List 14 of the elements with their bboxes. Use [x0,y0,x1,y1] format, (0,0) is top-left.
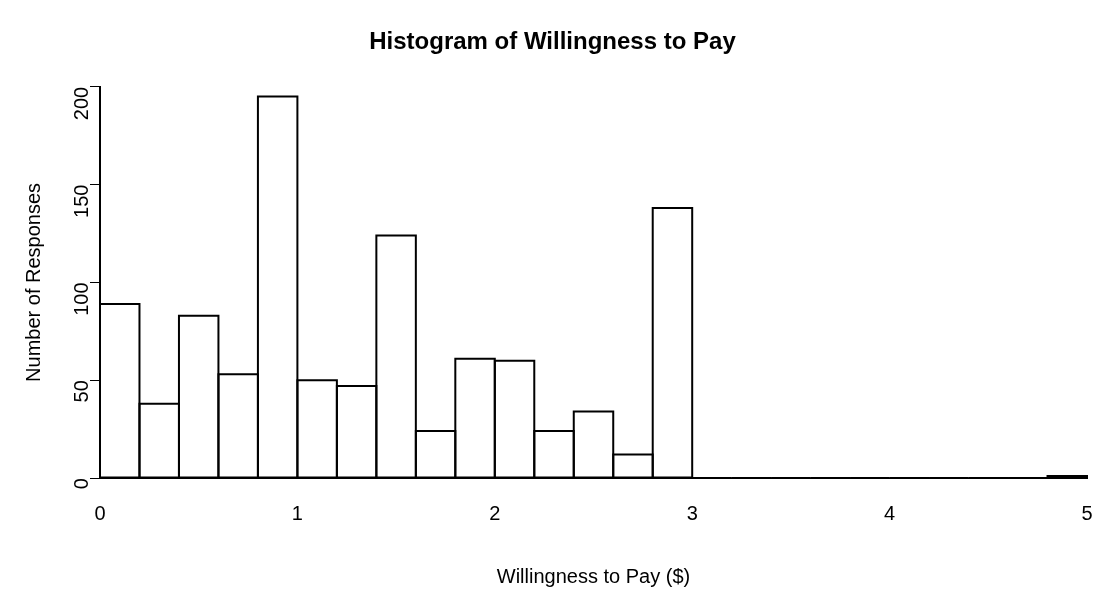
y-axis-title: Number of Responses [21,182,44,382]
y-tick-label: 200 [69,86,92,121]
x-axis-title: Willingness to Pay ($) [496,564,691,587]
chart-title: Histogram of Willingness to Pay [369,27,737,55]
x-tick-label: 4 [884,501,896,524]
y-tick-label: 100 [69,282,92,316]
x-tick-label: 5 [1081,501,1093,524]
x-tick-label: 0 [94,501,106,524]
y-tick-label: 150 [69,184,92,218]
y-tick-label: 0 [69,478,92,490]
x-tick-label: 1 [291,501,303,524]
x-tick-label: 2 [489,501,501,524]
y-tick-label: 50 [69,380,92,403]
x-tick-label: 3 [686,501,698,524]
